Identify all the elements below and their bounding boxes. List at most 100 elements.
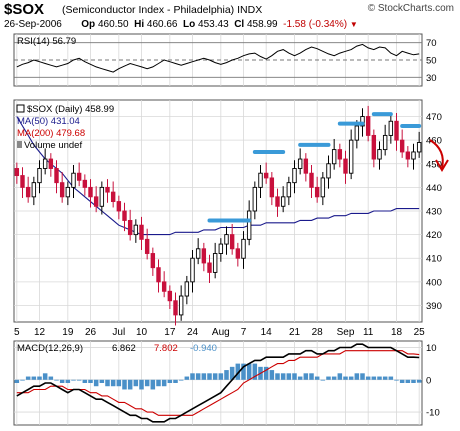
ticker-symbol: $SOX xyxy=(4,1,45,18)
macd-histogram-bar xyxy=(224,370,229,380)
candle-body xyxy=(399,139,405,153)
macd-histogram-bar xyxy=(416,379,422,383)
down-triangle-icon: ▼ xyxy=(349,20,358,29)
macd-histogram-bar xyxy=(127,379,133,390)
macd-histogram-bar xyxy=(105,379,110,387)
price-tick-label: 420 xyxy=(426,230,442,241)
macd-histogram-bar xyxy=(71,379,76,381)
rsi-legend: RSI(14) 56.79 xyxy=(17,36,76,47)
macd-histogram-bar xyxy=(201,373,207,380)
macd-histogram-bar xyxy=(326,376,331,380)
x-tick-label: 26 xyxy=(85,327,97,338)
macd-histogram-bar xyxy=(394,379,399,381)
volume-legend: Volume undef xyxy=(24,140,82,151)
macd-histogram-bar xyxy=(184,376,190,380)
candle-body xyxy=(280,196,286,207)
candle-body xyxy=(371,134,377,160)
down-arrow-head-icon xyxy=(435,159,449,172)
x-tick-label: Jul xyxy=(112,327,125,338)
candle-body xyxy=(365,116,371,136)
candle-body xyxy=(388,120,394,136)
change-value: -1.58 (-0.34%) xyxy=(283,19,348,30)
macd-histogram-bar xyxy=(275,373,280,380)
macd-histogram-bar xyxy=(388,376,394,380)
macd-histogram-bar xyxy=(76,379,82,381)
macd-signal-value: 7.802 xyxy=(154,343,178,354)
macd-histogram-bar xyxy=(348,376,354,380)
x-tick-label: Aug xyxy=(212,327,230,338)
x-tick-label: 5 xyxy=(14,327,20,338)
price-legend-swatch xyxy=(16,104,25,113)
candle-body xyxy=(190,257,195,283)
macd-histogram-bar xyxy=(229,366,235,380)
macd-histogram-bar xyxy=(280,373,286,380)
price-tick-label: 440 xyxy=(426,183,442,194)
candle-body xyxy=(269,177,275,198)
price-tick-label: 430 xyxy=(426,207,442,218)
macd-histogram-bar xyxy=(173,379,178,383)
macd-histogram-bar xyxy=(20,379,25,381)
candle-body xyxy=(229,234,235,250)
close-value: 458.99 xyxy=(246,19,278,30)
macd-histogram-bar xyxy=(235,363,241,380)
macd-tick-label: 10 xyxy=(426,343,437,354)
candle-body xyxy=(297,158,303,169)
x-tick-label: 19 xyxy=(62,327,74,338)
candle-body xyxy=(212,253,218,273)
rsi-tick-label: 70 xyxy=(426,38,437,49)
macd-histogram-bar xyxy=(190,373,195,380)
candle-body xyxy=(99,186,105,207)
volume-legend-swatch xyxy=(17,141,22,148)
candle-body xyxy=(337,149,343,160)
macd-histogram-bar xyxy=(48,376,54,380)
x-tick-label: 17 xyxy=(164,327,176,338)
price-tick-label: 470 xyxy=(426,112,442,123)
candle-body xyxy=(144,238,150,254)
rsi-line xyxy=(16,43,420,73)
candle-body xyxy=(343,158,348,174)
candle-body xyxy=(59,182,65,198)
macd-histogram-bar xyxy=(99,379,105,383)
macd-histogram-bar xyxy=(25,376,31,380)
macd-histogram-bar xyxy=(195,373,201,380)
candle-body xyxy=(127,219,133,236)
candle-body xyxy=(20,175,25,188)
candle-body xyxy=(326,163,331,179)
macd-histogram-bar xyxy=(269,370,275,380)
x-tick-label: 18 xyxy=(391,327,403,338)
macd-histogram-bar xyxy=(246,363,252,380)
candle-body xyxy=(105,186,110,193)
macd-value: 6.862 xyxy=(112,343,136,354)
macd-histogram-bar xyxy=(167,379,173,383)
candle-body xyxy=(37,168,42,184)
candle-body xyxy=(411,151,416,160)
macd-histogram-bar xyxy=(263,366,269,380)
candle-body xyxy=(258,172,263,188)
candle-body xyxy=(382,134,388,151)
macd-histogram-bar xyxy=(82,379,88,383)
macd-tick-label: -10 xyxy=(426,408,440,419)
macd-histogram-bar xyxy=(116,379,122,387)
candle-body xyxy=(394,120,399,141)
candle-body xyxy=(178,295,184,316)
macd-histogram-bar xyxy=(156,379,161,387)
ma200-legend: MA(200) 479.68 xyxy=(17,128,85,139)
macd-signal-line xyxy=(16,350,420,416)
candle-body xyxy=(275,196,280,207)
x-tick-label: 11 xyxy=(363,327,374,338)
macd-histogram-bar xyxy=(365,376,371,380)
ma50-line xyxy=(16,116,420,236)
macd-histogram-bar xyxy=(110,379,116,387)
price-legend: $SOX (Daily) 458.99 xyxy=(27,104,114,115)
rsi-tick-label: 30 xyxy=(426,73,437,84)
candle-body xyxy=(314,186,320,198)
rsi-tick-label: 50 xyxy=(426,56,437,67)
candle-body xyxy=(348,139,354,174)
candle-body xyxy=(405,151,411,160)
price-tick-label: 390 xyxy=(426,301,442,312)
brand-label: © StockCharts.com xyxy=(367,3,454,14)
candle-body xyxy=(292,168,297,184)
candle-body xyxy=(331,149,337,165)
low-value: 453.43 xyxy=(198,19,229,30)
